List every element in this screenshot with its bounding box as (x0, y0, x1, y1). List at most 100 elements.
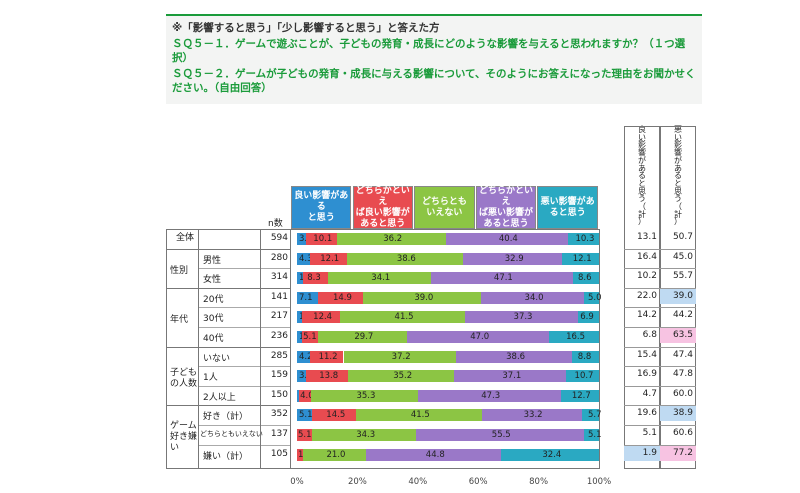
bar-segment (297, 272, 303, 285)
bar-segment (309, 252, 347, 265)
bar-value-label: 5.1 (298, 430, 312, 440)
row-n-value: 236 (270, 331, 288, 341)
bar-segment (454, 370, 567, 383)
bar-segment (317, 331, 408, 343)
bar-value-label: 12.1 (320, 253, 340, 264)
header-line-2b: 択） (172, 52, 193, 64)
n-header: n数 (268, 219, 283, 229)
bar-value-label: 14.9 (332, 292, 352, 303)
bar-segment (309, 350, 344, 363)
good-total-value: 4.7 (642, 388, 657, 399)
bar-segment (297, 370, 307, 383)
summary-row-divider (624, 287, 696, 289)
bar-segment (363, 291, 482, 304)
bar-value-label: 38.6 (506, 351, 526, 362)
bar-value-label: 11.2 (318, 351, 338, 362)
row-label: 40代 (203, 334, 224, 344)
good-total-value: 13.1 (636, 232, 657, 242)
summary-row-divider (624, 405, 696, 407)
bar-value-label: 5.1 (299, 410, 313, 421)
bar-segment (346, 252, 464, 265)
summary-row-divider (624, 248, 696, 250)
bar-segment (567, 233, 599, 245)
bad-total-value: 47.8 (672, 369, 693, 380)
row-n-value: 285 (270, 350, 288, 361)
good-total-value: 22.0 (636, 290, 657, 301)
bar-segment (336, 233, 446, 245)
legend-item-4: どちらかといえ ば悪い影響が あると思う (475, 186, 537, 229)
good-total-value: 15.4 (636, 349, 657, 360)
bar-value-label: 16.5 (566, 332, 586, 342)
row-n-value: 137 (270, 429, 288, 439)
bar-segment (562, 252, 599, 265)
row-n-value: 594 (270, 233, 288, 243)
bar-segment (306, 233, 337, 245)
bar-value-label: 37.2 (391, 351, 411, 362)
bar-segment (302, 448, 367, 461)
bar-segment (302, 311, 340, 324)
group-label: 子ども の人数 (170, 368, 198, 389)
bar-segment (463, 252, 563, 265)
bar-segment (445, 233, 568, 245)
bar-value-label: 4.3 (299, 253, 313, 264)
summary-row-divider (624, 385, 696, 387)
bar-segment (415, 429, 584, 441)
good-total-header: 良 い 影 響 が あ る と 思 う （ 計 ） (638, 125, 646, 227)
group-label: 性別 (170, 265, 189, 276)
group-divider (166, 248, 290, 250)
x-tick-label: 20% (347, 477, 367, 487)
bar-segment (297, 233, 307, 245)
bar-value-label: 34.1 (371, 273, 391, 284)
group-column-divider (198, 229, 199, 469)
summary-row-divider (624, 444, 696, 446)
row-label: 嫌い（計） (203, 451, 249, 462)
summary-row-divider (624, 327, 696, 328)
bar-value-label: 44.8 (425, 449, 445, 460)
header-line-3b: ださい。（自由回答） (172, 82, 272, 94)
bar-segment (572, 350, 599, 363)
good-total-value: 5.1 (642, 428, 657, 438)
bar-value-label: 12.7 (571, 390, 591, 401)
bar-segment (430, 272, 574, 285)
bad-total-value: 44.2 (672, 310, 693, 321)
row-label: 男性 (203, 255, 222, 266)
row-label: 好き（計） (203, 412, 249, 423)
bar-value-label: 36.2 (383, 234, 403, 244)
bad-total-value: 63.5 (660, 328, 696, 343)
bar-segment (583, 429, 599, 441)
bar-segment (311, 389, 418, 402)
bar-value-label: 39.0 (414, 292, 434, 303)
bar-value-label: 47.0 (470, 332, 490, 342)
bad-total-value: 55.7 (672, 271, 693, 282)
row-divider (198, 425, 290, 426)
bar-segment (417, 389, 561, 402)
legend-item-2: どちらかといえ ば良い影響が あると思う (352, 186, 413, 229)
bar-segment (465, 311, 578, 324)
bar-segment (501, 448, 600, 461)
row-divider (198, 327, 290, 328)
row-label: 女性 (203, 275, 222, 286)
good-total-value: 10.2 (636, 271, 657, 282)
bad-total-value: 38.9 (660, 406, 696, 422)
bar-segment (343, 350, 456, 363)
bad-total-header: 悪 い 影 響 が あ る と 思 う （ 計 ） (674, 125, 682, 227)
bar-value-label: 55.5 (491, 430, 511, 440)
row-n-value: 141 (270, 291, 288, 302)
bar-segment (366, 448, 502, 461)
x-tick-label: 40% (408, 477, 428, 487)
bar-value-label: 13.8 (319, 371, 339, 382)
good-total-value: 16.4 (636, 251, 657, 262)
bar-segment (356, 409, 482, 422)
good-total-frame (624, 126, 660, 469)
x-tick-label: 80% (529, 477, 549, 487)
bar-value-label: 5.0 (588, 292, 602, 303)
row-n-value: 150 (270, 389, 288, 400)
row-label: 30代 (203, 314, 224, 325)
bar-value-label: 8.6 (578, 273, 592, 284)
group-divider (166, 405, 290, 407)
bar-segment (566, 370, 599, 383)
bar-segment (297, 409, 313, 422)
bad-total-value: 60.6 (672, 428, 693, 438)
bar-value-label: 12.4 (313, 312, 333, 323)
bar-segment (318, 291, 364, 304)
